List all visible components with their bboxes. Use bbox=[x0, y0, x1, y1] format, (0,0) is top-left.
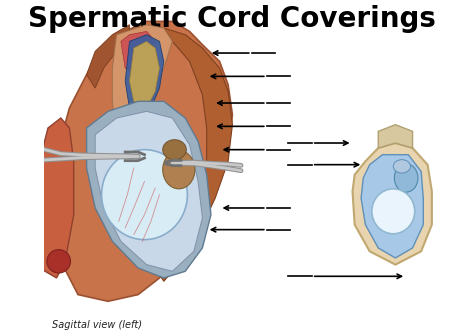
Ellipse shape bbox=[393, 160, 410, 173]
Polygon shape bbox=[87, 101, 211, 278]
Polygon shape bbox=[87, 25, 129, 88]
Polygon shape bbox=[35, 118, 74, 278]
Polygon shape bbox=[129, 41, 159, 108]
Text: Spermatic Cord Coverings: Spermatic Cord Coverings bbox=[28, 5, 437, 33]
Polygon shape bbox=[52, 22, 232, 301]
Ellipse shape bbox=[163, 140, 186, 160]
Polygon shape bbox=[112, 25, 173, 181]
Polygon shape bbox=[378, 125, 412, 148]
Polygon shape bbox=[361, 155, 423, 258]
Text: Sagittal view (left): Sagittal view (left) bbox=[52, 320, 142, 330]
Polygon shape bbox=[125, 35, 164, 121]
Ellipse shape bbox=[101, 150, 187, 240]
Polygon shape bbox=[121, 31, 155, 75]
Ellipse shape bbox=[163, 151, 195, 189]
Ellipse shape bbox=[47, 250, 71, 273]
Ellipse shape bbox=[372, 189, 415, 234]
Polygon shape bbox=[95, 111, 202, 271]
Polygon shape bbox=[155, 28, 232, 281]
Ellipse shape bbox=[394, 164, 418, 192]
Polygon shape bbox=[353, 143, 432, 265]
